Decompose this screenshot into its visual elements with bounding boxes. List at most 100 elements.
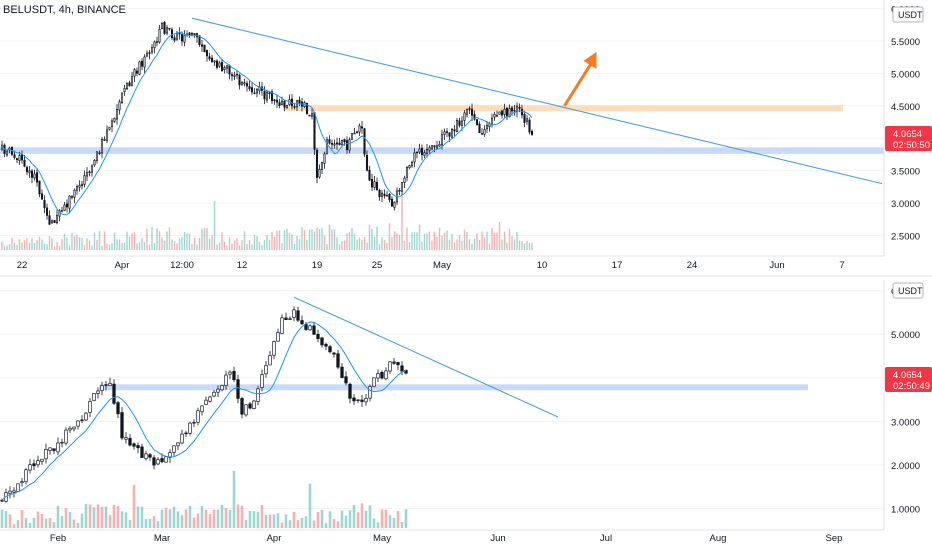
volume-bar	[478, 239, 481, 250]
volume-bar	[256, 511, 260, 528]
volume-bar	[468, 239, 471, 250]
volume-bar	[108, 244, 111, 250]
candle	[118, 101, 121, 111]
candle	[368, 386, 372, 399]
candle	[56, 442, 60, 453]
candle	[208, 396, 212, 402]
candle	[263, 91, 266, 100]
candle	[183, 34, 186, 43]
volume-bar	[360, 503, 364, 528]
candle	[63, 204, 66, 211]
volume-bar	[323, 235, 326, 250]
volume-bar	[143, 242, 146, 250]
candle	[156, 459, 160, 465]
volume-bar	[73, 235, 76, 250]
volume-bar	[318, 229, 321, 250]
volume-bar	[161, 237, 163, 250]
volume-bar	[356, 512, 360, 528]
candle	[338, 142, 341, 146]
candle	[336, 353, 340, 368]
candle	[485, 125, 489, 130]
candle	[340, 366, 344, 378]
candle	[380, 192, 384, 197]
candle	[268, 355, 272, 366]
volume-bar	[283, 230, 286, 250]
candle	[15, 158, 19, 160]
volume-bar	[456, 239, 458, 250]
volume-bar	[153, 243, 156, 250]
volume-bar	[481, 231, 483, 250]
volume-bar	[204, 509, 208, 528]
volume-bar	[163, 240, 166, 250]
volume-bar	[328, 511, 332, 528]
candle	[396, 362, 400, 366]
candle	[268, 92, 271, 94]
volume-bar	[328, 224, 331, 250]
volume-bar	[18, 239, 21, 250]
volume-bar	[371, 228, 373, 250]
candle	[148, 52, 151, 54]
candle	[313, 112, 316, 150]
candle	[116, 402, 120, 415]
candle	[220, 62, 224, 72]
volume-bar	[436, 236, 438, 250]
volume-bar	[72, 519, 76, 528]
volume-bar	[118, 239, 121, 250]
volume-bar	[273, 236, 276, 250]
candle	[83, 175, 86, 185]
volume-bar	[376, 522, 380, 528]
volume-bar	[308, 229, 311, 250]
candle	[32, 463, 36, 467]
candle	[200, 44, 204, 47]
candle	[8, 490, 12, 494]
candle	[98, 152, 101, 155]
candle	[420, 147, 424, 155]
volume-bar	[526, 240, 528, 250]
volume-bar	[493, 233, 496, 250]
candle	[435, 145, 439, 149]
candle	[120, 412, 124, 439]
x-tick-label: Jun	[490, 533, 505, 544]
candle	[296, 310, 300, 321]
candle	[260, 374, 264, 388]
candle	[248, 403, 252, 409]
y-tick-label: 5.0000	[891, 69, 920, 80]
candle	[95, 151, 99, 161]
candle	[104, 384, 108, 386]
candle	[48, 447, 52, 451]
volume-bar	[388, 515, 392, 528]
candle	[460, 120, 464, 126]
volume-bar	[381, 237, 383, 250]
candle	[373, 181, 376, 188]
volume-bar	[71, 232, 73, 250]
volume-bar	[372, 518, 376, 528]
volume-bar	[80, 513, 84, 528]
y-tick-label: 3.0000	[891, 199, 920, 210]
candle	[350, 133, 354, 140]
volume-bar	[446, 230, 448, 250]
countdown-label: 02:50:50	[893, 140, 930, 151]
x-tick-label: Mar	[154, 533, 170, 544]
candle	[328, 139, 331, 144]
volume-bar	[471, 244, 473, 250]
candle	[312, 325, 316, 335]
volume-bar	[76, 522, 80, 528]
volume-bar	[238, 245, 241, 250]
candle	[200, 405, 204, 413]
volume-bar	[363, 237, 366, 250]
candle	[478, 123, 481, 134]
candle	[28, 170, 31, 174]
candle	[383, 193, 386, 196]
volume-bar	[28, 522, 32, 528]
volume-bar	[4, 511, 8, 528]
candle	[253, 92, 256, 95]
candle	[236, 379, 240, 399]
currency-badge	[892, 282, 924, 299]
candle	[213, 60, 216, 63]
last-price-label: 4.0654	[893, 129, 922, 140]
volume-bar	[221, 232, 223, 250]
candle	[40, 193, 44, 200]
currency-badge	[892, 6, 924, 23]
volume-bar	[236, 238, 238, 250]
